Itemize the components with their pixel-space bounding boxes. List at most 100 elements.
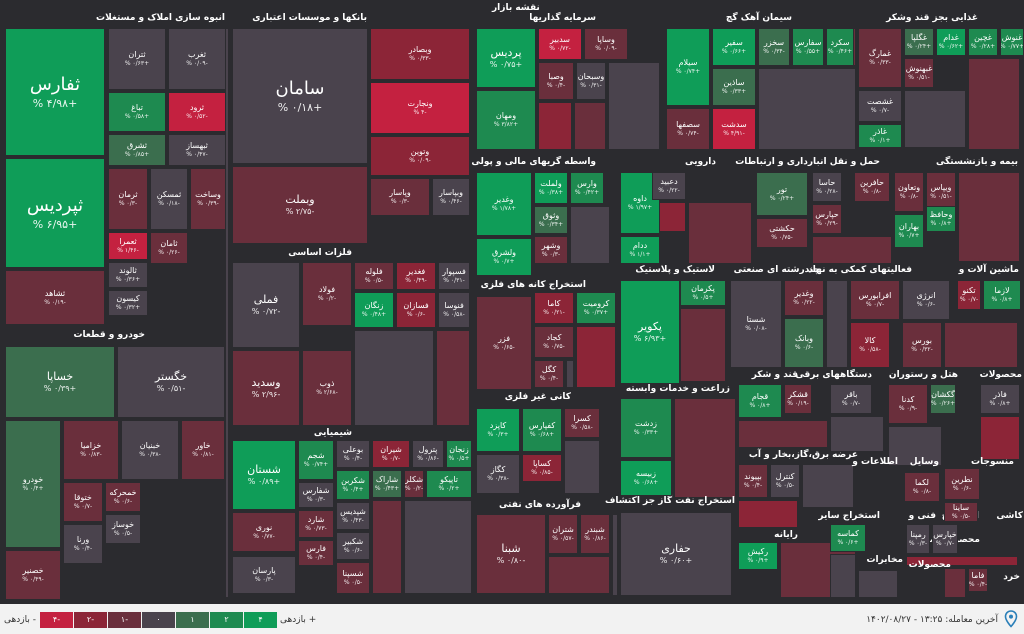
stock-tile[interactable]: کروميت +۰/۳۷ % (576, 292, 616, 324)
stock-tile[interactable]: کالا -۰/۵۸ % (850, 322, 890, 368)
stock-tile[interactable]: کیسون +۰/۳۲ % (108, 290, 148, 316)
stock-tile[interactable]: فغدیر -۰/۴۹ % (396, 262, 436, 290)
stock-tile[interactable]: خزامیا -۰/۸۳ % (63, 420, 119, 480)
stock-tile[interactable]: حپارس -۰/۲۹ % (812, 204, 842, 234)
treemap-filler-tile[interactable] (980, 416, 1020, 460)
treemap-filler-tile[interactable] (812, 236, 892, 264)
stock-tile[interactable]: شارد -۰/۷۳ % (298, 510, 334, 538)
treemap-filler-tile[interactable] (548, 556, 610, 594)
stock-tile[interactable]: بهاران +۰/۷ % (894, 214, 924, 248)
stock-tile[interactable]: ثشرق +۰/۸۵ % (108, 134, 166, 166)
stock-tile[interactable]: کاپزد +۰/۳ % (476, 408, 520, 452)
stock-tile[interactable]: فزر -۰/۶۵ % (476, 296, 532, 390)
stock-tile[interactable]: ددام +۱/۱ % (620, 236, 660, 264)
stock-tile[interactable]: کساپا -۰/۸۵ % (522, 454, 562, 482)
stock-tile[interactable]: پترول -۰/۸۶ % (412, 440, 444, 468)
treemap-filler-tile[interactable] (830, 416, 884, 452)
stock-tile[interactable]: بپیوند -۰/۴ % (738, 464, 768, 498)
treemap-filler-tile[interactable] (830, 554, 856, 598)
stock-tile[interactable]: باقر -۰/۷ % (830, 384, 872, 414)
treemap-filler-tile[interactable] (958, 172, 1020, 262)
stock-tile[interactable]: نوری -۰/۷۷ % (232, 512, 296, 552)
stock-tile[interactable]: ثشاهد -۰/۱۹ % (5, 270, 105, 325)
treemap-filler-tile[interactable] (566, 360, 574, 388)
stock-tile[interactable]: خصنیر -۰/۴۹ % (5, 550, 61, 600)
stock-tile[interactable]: کنترل -۰/۵ % (770, 464, 800, 498)
stock-tile[interactable]: ثالوند +۰/۳۶ % (108, 262, 148, 288)
treemap-filler-tile[interactable] (826, 280, 848, 368)
stock-tile[interactable]: سکرد +۰/۴۶ % (826, 28, 854, 66)
stock-tile[interactable]: ویپاس -۰/۵۱ % (926, 172, 956, 212)
stock-tile[interactable]: غچین +۰/۲۸ % (968, 28, 998, 56)
stock-tile[interactable]: خودرو +۰/۴ % (5, 420, 61, 548)
stock-tile[interactable]: غگلپا +۰/۲۴ % (904, 28, 934, 56)
stock-tile[interactable]: فلوله -۰/۵ % (354, 262, 394, 290)
stock-tile[interactable]: حکشتی -۰/۷۵ % (756, 218, 808, 248)
stock-tile[interactable]: خگستر -۰/۵۱ % (117, 346, 225, 418)
stock-tile[interactable]: افرابورس -۰/۷ % (850, 280, 900, 320)
stock-tile[interactable]: ثرمان -۰/۳ % (108, 168, 148, 230)
stock-tile[interactable]: شبنا -۰/۸۰ % (476, 514, 546, 594)
stock-tile[interactable]: شستان +۰/۸۹ % (232, 440, 296, 510)
treemap-filler-tile[interactable] (538, 102, 572, 150)
treemap-filler-tile[interactable] (570, 206, 610, 264)
stock-tile[interactable]: کدنا -۰/۹ % (888, 384, 928, 424)
treemap-filler-tile[interactable] (944, 322, 1018, 368)
stock-tile[interactable]: سفیر +۰/۶۶ % (712, 28, 756, 66)
treemap-filler-tile[interactable] (574, 102, 606, 150)
stock-tile[interactable]: ثفارس +۴/۹۸ % (5, 28, 105, 156)
stock-tile[interactable]: تباغ +۰/۵۸ % (108, 92, 166, 132)
stock-tile[interactable]: ثبهساز -۰/۴۷ % (168, 134, 226, 166)
stock-tile[interactable]: فولاد -۰/۲ % (302, 262, 352, 326)
stock-tile[interactable]: پکرمان +۰/۵ % (680, 280, 726, 306)
treemap-filler-tile[interactable] (802, 464, 854, 508)
stock-tile[interactable]: سدبیر -۰/۷۲ % (538, 28, 582, 60)
stock-tile[interactable]: ومهان +۳/۸۲ % (476, 90, 536, 150)
stock-tile[interactable]: کسرا -۰/۵۸ % (564, 408, 600, 438)
stock-tile[interactable]: وبپاسار -۰/۴۶ % (432, 178, 470, 216)
stock-tile[interactable]: غدام +۰/۶۲ % (936, 28, 966, 56)
stock-tile[interactable]: فارس -۰/۴ % (298, 540, 334, 566)
stock-tile[interactable]: ساذین +۰/۳۳ % (712, 68, 756, 106)
treemap-filler-tile[interactable] (906, 556, 1018, 566)
stock-tile[interactable]: وساخت -۰/۳۹ % (190, 168, 226, 230)
stock-tile[interactable]: شاراک +۰/۴۳ % (372, 470, 402, 498)
stock-tile[interactable]: کفپارس +۰/۶۸ % (522, 408, 562, 452)
stock-tile[interactable]: ثعمرا -۱/۴۶ % (108, 232, 148, 260)
stock-tile[interactable]: بوعلی -۰/۴ % (336, 440, 370, 468)
stock-tile[interactable]: شفارس -۰/۳ % (298, 482, 334, 508)
stock-tile[interactable]: تاپیکو +۰/۲ % (426, 470, 472, 498)
stock-tile[interactable]: وغدیر +۱/۷۸ % (476, 172, 532, 236)
treemap-filler-tile[interactable] (904, 90, 966, 148)
stock-tile[interactable]: وسدید -۲/۹۶ % (232, 350, 300, 426)
stock-tile[interactable]: فاذر +۰/۸ % (980, 384, 1020, 414)
stock-tile[interactable]: وغدیر -۰/۲۲ % (784, 280, 824, 316)
stock-tile[interactable]: زدشت +۰/۳۳ % (620, 398, 672, 458)
stock-tile[interactable]: حاسا -۰/۲۸ % (812, 172, 842, 202)
stock-tile[interactable]: ثغرب -۰/۰۹ % (168, 28, 226, 90)
stock-tile[interactable]: وسبحان -۰/۳۱ % (576, 62, 606, 100)
stock-tile[interactable]: خوساز -۰/۵ % (105, 514, 141, 544)
stock-tile[interactable]: ختوقا -۰/۷ % (63, 482, 103, 522)
stock-tile[interactable]: خپارس -۰/۷ % (932, 524, 958, 554)
stock-tile[interactable]: وبانک -۰/۶ % (784, 318, 824, 368)
stock-tile[interactable]: ثرود -۰/۵۲ % (168, 92, 226, 132)
stock-tile[interactable]: فملی -۰/۷۲ % (232, 262, 300, 348)
stock-tile[interactable]: وارس +۰/۴۲ % (570, 172, 604, 204)
treemap-filler-tile[interactable] (576, 326, 616, 388)
stock-tile[interactable]: غشصت -۰/۷ % (858, 90, 902, 122)
stock-tile[interactable]: ثتران +۰/۶۳ % (108, 28, 166, 90)
stock-tile[interactable]: شسپنا -۰/۵ % (336, 562, 370, 594)
stock-tile[interactable]: کماسه +۰/۶ % (830, 524, 866, 552)
stock-tile[interactable]: خبنیان -۰/۳۸ % (121, 420, 179, 480)
stock-tile[interactable]: حفاری +۰/۶۰ % (620, 512, 732, 596)
stock-tile[interactable]: وشهر -۰/۳ % (534, 236, 568, 264)
stock-tile[interactable]: کاما -۰/۲۱ % (534, 292, 574, 324)
stock-tile[interactable]: ولشرق +۰/۷ % (476, 238, 532, 276)
stock-tile[interactable]: شبندر -۰/۸۶ % (580, 514, 610, 554)
stock-tile[interactable]: دعبید -۰/۲۲ % (652, 172, 686, 200)
stock-tile[interactable]: پارسان -۰/۳ % (232, 556, 296, 594)
treemap-filler-tile[interactable] (944, 568, 966, 598)
stock-tile[interactable]: سخزر -۰/۳۴ % (758, 28, 790, 66)
stock-tile[interactable]: وساپا -۰/۰۹ % (584, 28, 628, 60)
